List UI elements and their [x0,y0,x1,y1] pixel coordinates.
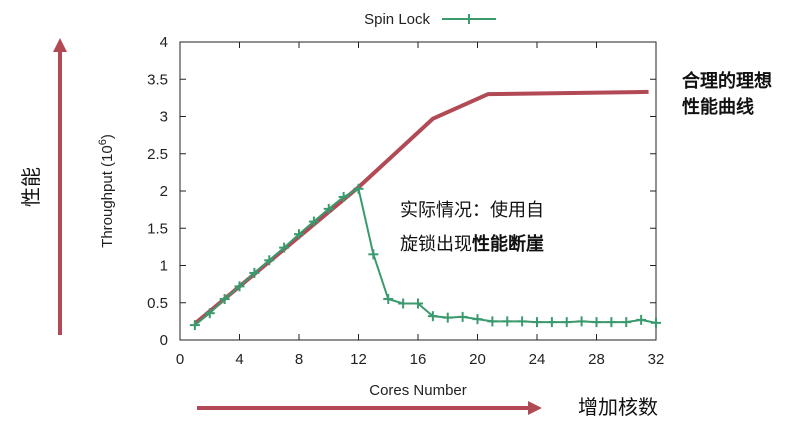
spin-lock-point [413,298,423,309]
spin-lock-point [457,311,468,322]
x-direction-arrow [197,401,542,415]
legend: Spin Lock [364,11,496,28]
x-axis-title: Cores Number [369,382,467,399]
spin-lock-point [279,242,290,253]
spin-lock-point [442,312,453,323]
spin-lock-point [532,317,542,328]
spin-lock-point [502,316,513,327]
spin-lock-point [546,317,557,328]
spin-lock-point [561,317,572,328]
spin-lock-point [606,317,617,328]
x-arrow-label: 增加核数 [578,395,658,419]
spin-lock-point [323,203,334,214]
spin-lock-point [249,267,260,278]
y-tick-label: 2.5 [147,146,168,163]
spin-lock-point [338,191,349,202]
spin-lock-point [294,229,304,240]
spin-lock-point [189,320,200,331]
x-tick-label: 20 [469,351,486,368]
spin-lock-point [219,294,230,305]
y-tick-label: 0 [160,332,168,349]
spin-lock-point [204,308,215,319]
spin-lock-point [383,294,394,305]
spin-lock-point [308,216,319,227]
y-tick-label: 2 [160,183,168,200]
annotation-actual-line1: 实际情况：使用自 [400,200,544,221]
x-tick-label: 12 [350,351,367,368]
y-tick-label: 4 [160,34,168,51]
ideal-curve-line [193,89,649,326]
spin-lock-point [621,317,632,328]
x-tick-label: 28 [588,351,605,368]
spin-lock-point [398,298,409,309]
legend-marker-spin-lock [442,14,496,24]
annotation-ideal-line2: 性能曲线 [682,96,754,118]
spin-lock-point [472,314,483,325]
annotation-ideal-line1: 合理的理想 [682,70,772,92]
y-arrow-label: 性能 [19,167,43,207]
series-ideal-curve [193,89,649,326]
y-direction-arrow [53,38,67,335]
x-tick-label: 4 [235,351,243,368]
spin-lock-point [576,316,587,327]
spin-lock-point [517,316,528,327]
x-tick-label: 0 [176,351,184,368]
spin-lock-point [264,255,275,266]
y-tick-label: 1.5 [147,220,168,237]
x-tick-label: 16 [410,351,427,368]
y-tick-label: 1 [160,258,168,275]
legend-label-spin-lock: Spin Lock [364,11,430,28]
series-spin-lock [189,183,661,331]
x-tick-label: 24 [529,351,546,368]
x-tick-label: 8 [295,351,303,368]
y-tick-label: 0.5 [147,295,168,312]
plot-frame [179,41,657,341]
spin-lock-point [636,314,647,325]
spin-lock-point [651,317,661,328]
y-axis-title: Throughput (106) [97,134,116,248]
spin-lock-point [487,316,498,327]
spin-lock-point [368,249,379,260]
x-axis-ticks: 0 4 8 12 16 20 24 28 32 [176,42,665,368]
spin-lock-point [353,183,364,194]
spin-lock-point [234,281,245,292]
x-tick-label: 32 [648,351,665,368]
annotation-actual-line2: 旋锁出现性能断崖 [400,233,544,255]
y-tick-label: 3 [160,109,168,126]
spin-lock-point [427,311,438,322]
y-tick-label: 3.5 [147,71,168,88]
y-axis-ticks: 0 0.5 1 1.5 2 2.5 3 3.5 4 [147,34,656,349]
spin-lock-point [591,317,602,328]
